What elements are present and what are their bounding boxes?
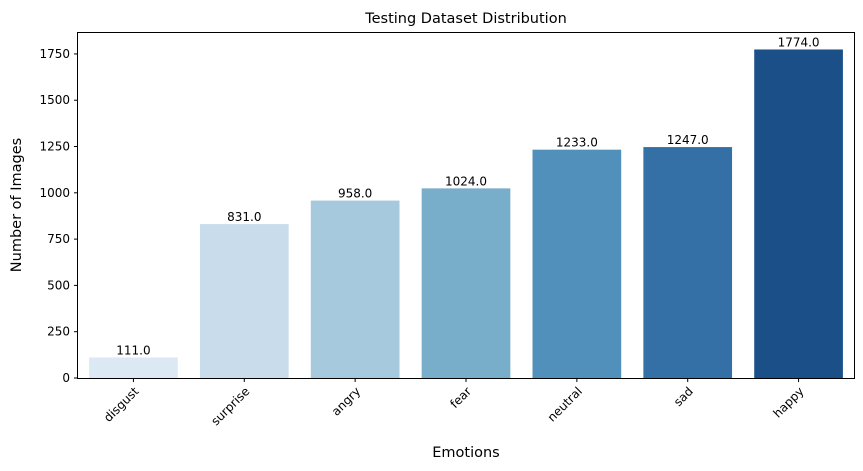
bar-labels: 111.0 831.0 958.0 1024.0 1233.0 1247.0 1774.0: [116, 35, 819, 357]
plot-frame: [77, 32, 855, 379]
y-tick-label: 0: [62, 371, 70, 385]
y-tick-label: 1000: [39, 186, 70, 200]
y-tick-label: 1250: [39, 140, 70, 154]
y-tick-label: 750: [47, 232, 70, 246]
x-tick-label: sad: [671, 384, 696, 409]
y-tick-label: 500: [47, 278, 70, 292]
bar-value-label: 1247.0: [667, 133, 709, 147]
x-axis: disgust surprise angry fear neutral sad happy: [101, 378, 807, 428]
bar-angry: [310, 200, 400, 378]
x-tick-label: disgust: [101, 384, 142, 425]
y-tick-label: 1750: [39, 47, 70, 61]
bar-value-label: 831.0: [227, 210, 261, 224]
bar-fear: [421, 188, 511, 378]
x-tick-label: surprise: [208, 384, 252, 428]
y-tick-label: 1500: [39, 93, 70, 107]
x-tick-label: happy: [770, 384, 806, 420]
x-tick-label: neutral: [545, 384, 585, 424]
y-axis: 0 250 500 750 1000 1250 1500 1750: [39, 47, 78, 385]
bar-disgust: [89, 357, 178, 378]
x-tick-label: angry: [329, 384, 363, 418]
chart-title: Testing Dataset Distribution: [364, 11, 567, 27]
bar-surprise: [199, 224, 289, 378]
bar-value-label: 1774.0: [778, 35, 820, 49]
y-tick-label: 250: [47, 325, 70, 339]
bar-value-label: 958.0: [338, 187, 372, 201]
bar-value-label: 1233.0: [556, 136, 598, 150]
x-tick-label: fear: [447, 384, 474, 411]
x-axis-label: Emotions: [432, 445, 500, 461]
bar-sad: [643, 147, 733, 378]
bar-value-label: 1024.0: [445, 174, 487, 188]
bar-neutral: [532, 149, 622, 378]
bars: [89, 49, 843, 379]
y-axis-label: Number of Images: [9, 138, 25, 272]
bar-value-label: 111.0: [116, 343, 150, 357]
bar-happy: [754, 49, 843, 379]
